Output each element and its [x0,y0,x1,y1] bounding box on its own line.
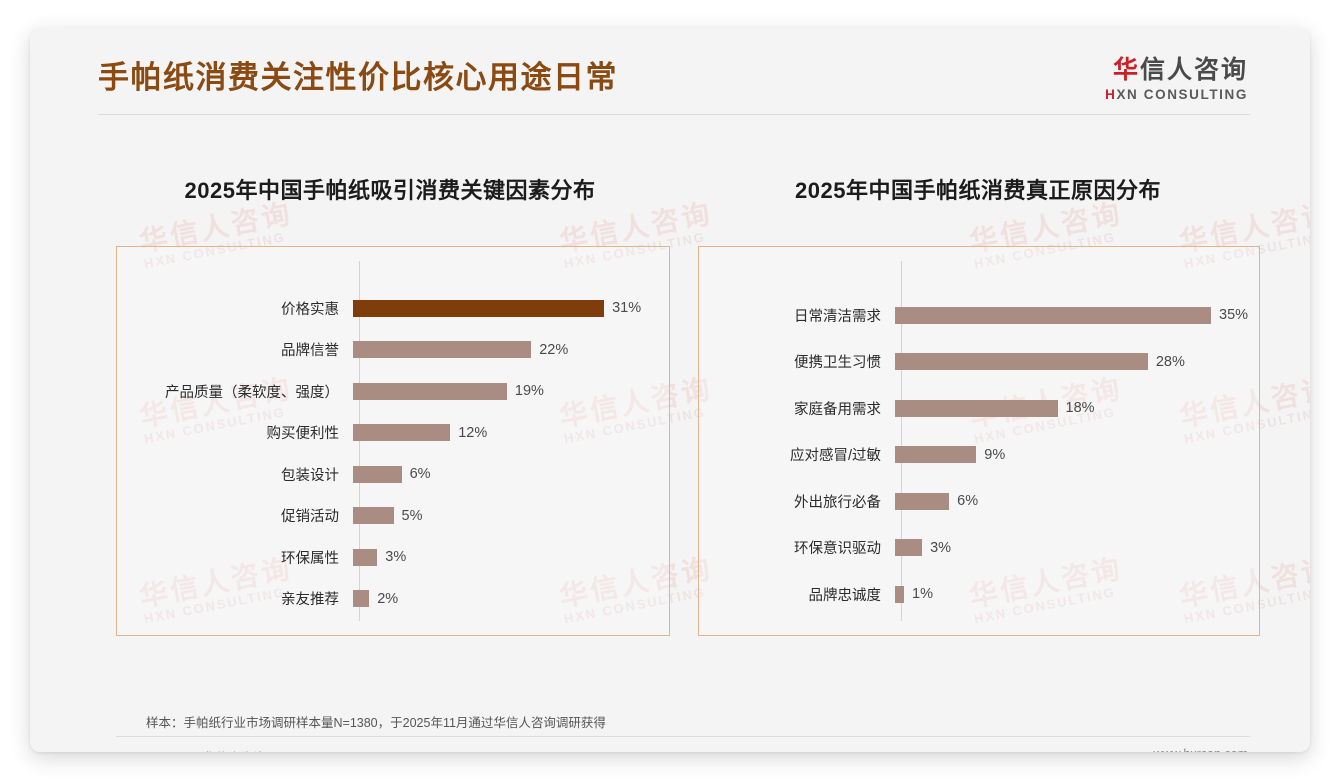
chart-rows: 价格实惠 31% 品牌信誉 22% 产品质量（柔软度、强度） 19% 购买便利性 12% 包装设… [117,247,669,635]
website-text: www.hxrcon.com [1154,747,1248,752]
bar-category-label: 环保属性 [281,550,339,567]
bar-value-label: 3% [930,539,952,556]
bar-category-label: 促销活动 [281,509,339,525]
chart-bar-row[interactable]: 家庭备用需求 18% [699,395,1259,421]
page-title: 手帕纸消费关注性价比核心用途日常 [98,60,618,95]
chart-bar-row[interactable]: 环保属性 3% [117,544,669,570]
chart-panel-left: 价格实惠 31% 品牌信誉 22% 产品质量（柔软度、强度） 19% 购买便利性 12% 包装设… [116,246,670,636]
bar[interactable] [353,507,394,524]
logo-english-highlight: H [1105,86,1117,102]
chart-panel-right: 日常清洁需求 35% 便携卫生习惯 28% 家庭备用需求 18% 应对感冒/过敏 9% 外出旅行… [698,246,1260,636]
chart-bar-row[interactable]: 日常清洁需求 35% [699,302,1259,328]
bar[interactable] [895,585,905,603]
sample-note: 样本：手帕纸行业市场调研样本量N=1380，于2025年11月通过华信人咨询调研… [146,716,606,730]
bar-value-label: 2% [377,590,399,607]
chart-bar-row[interactable]: 应对感冒/过敏 9% [699,442,1259,468]
bar[interactable] [895,399,1058,417]
footer-divider [116,736,1250,737]
logo-chinese: 华信人咨询 [1105,56,1248,85]
chart-bar-row[interactable]: 品牌忠诚度 1% [699,581,1259,607]
logo-english: HXN CONSULTING [1105,87,1248,102]
bar-category-label: 环保意识驱动 [794,541,881,557]
company-logo: 华信人咨询 HXN CONSULTING [1105,56,1248,102]
bar[interactable] [353,548,378,566]
bar-value-label: 6% [409,466,431,482]
bar-category-label: 品牌信誉 [281,343,339,359]
bar-category-label: 外出旅行必备 [794,494,881,511]
bar-category-label: 品牌忠诚度 [808,587,882,604]
bar[interactable] [895,492,950,510]
bar-category-label: 应对感冒/过敏 [789,448,881,464]
logo-chinese-rest: 信人咨询 [1139,56,1248,84]
bar-value-label: 3% [385,549,407,565]
slide-card: 华信人咨询 HXN CONSULTING 华信人咨询 HXN CONSULTING 华信… [30,28,1310,752]
chart-axis-line [359,261,360,621]
bar-value-label: 9% [984,446,1006,463]
bar-category-label: 便携卫生习惯 [794,355,881,371]
bar-category-label: 日常清洁需求 [794,308,881,325]
chart-title-left: 2025年中国手帕纸吸引消费关键因素分布 [184,178,596,203]
bar-value-label: 28% [1155,353,1185,370]
chart-bar-row[interactable]: 促销活动 5% [117,503,669,529]
bar-value-label: 35% [1219,307,1249,323]
bar[interactable] [895,306,1212,324]
chart-bar-row[interactable]: 品牌信誉 22% [117,337,669,363]
bar-category-label: 产品质量（柔软度、强度） [165,384,339,401]
chart-rows: 日常清洁需求 35% 便携卫生习惯 28% 家庭备用需求 18% 应对感冒/过敏 9% 外出旅行… [699,247,1259,635]
bar-value-label: 1% [912,586,933,602]
chart-title-right: 2025年中国手帕纸消费真正原因分布 [795,178,1161,203]
chart-bar-row[interactable]: 亲友推荐 2% [117,586,669,612]
slide-header: 手帕纸消费关注性价比核心用途日常 华信人咨询 HXN CONSULTING [30,28,1310,120]
bar-value-label: 31% [612,300,642,316]
bar-value-label: 18% [1065,400,1095,416]
bar[interactable] [353,465,402,483]
chart-bar-row[interactable]: 便携卫生习惯 28% [699,349,1259,375]
bar[interactable] [895,539,923,556]
bar-value-label: 12% [458,424,488,441]
bar[interactable] [353,382,507,400]
chart-bar-row[interactable]: 外出旅行必备 6% [699,488,1259,514]
bar-value-label: 6% [957,493,979,509]
logo-english-rest: XN CONSULTING [1116,86,1248,102]
logo-chinese-highlight: 华 [1112,56,1140,84]
bar[interactable] [353,424,451,441]
chart-bar-row[interactable]: 购买便利性 12% [117,420,669,446]
bar-value-label: 19% [514,383,544,399]
bar-category-label: 家庭备用需求 [794,401,881,418]
bar[interactable] [353,341,532,358]
bar-value-label: 5% [401,507,423,524]
chart-bar-row[interactable]: 价格实惠 31% [117,295,669,321]
bar-category-label: 价格实惠 [281,301,339,318]
bar[interactable] [895,353,1148,370]
chart-axis-line [901,261,902,621]
bar-category-label: 亲友推荐 [281,592,339,608]
header-divider [98,114,1250,115]
chart-bar-row[interactable]: 产品质量（柔软度、强度） 19% [117,378,669,404]
bar-category-label: 购买便利性 [266,426,340,442]
bar[interactable] [353,299,605,317]
chart-bar-row[interactable]: 环保意识驱动 3% [699,535,1259,561]
bar-category-label: 包装设计 [281,467,339,484]
bar[interactable] [353,590,370,607]
bar[interactable] [895,446,977,463]
bar-value-label: 22% [539,341,569,358]
copyright-text: ©2026.1 HXR华信人咨询 [126,747,266,752]
chart-bar-row[interactable]: 包装设计 6% [117,461,669,487]
